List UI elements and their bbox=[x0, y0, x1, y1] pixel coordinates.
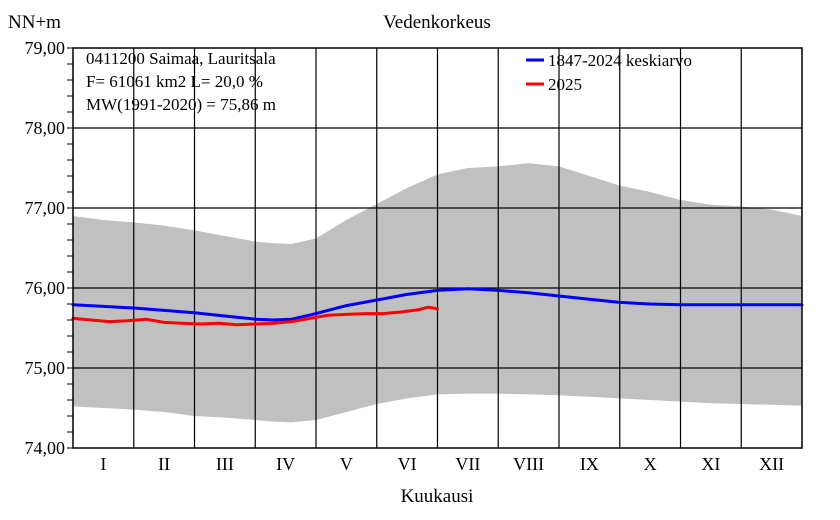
month-labels: I II III IV V VI VII VIII IX X XI XII bbox=[100, 454, 784, 474]
info-station: 0411200 Saimaa, Lauritsala bbox=[86, 49, 276, 68]
y-tick-label: 74,00 bbox=[25, 438, 66, 458]
month-label: VII bbox=[455, 454, 480, 474]
month-label: X bbox=[644, 454, 657, 474]
month-label: VI bbox=[398, 454, 417, 474]
month-label: XII bbox=[759, 454, 784, 474]
grid-layer bbox=[67, 47, 802, 449]
legend-label-2025: 2025 bbox=[548, 75, 582, 94]
y-tick-label: 79,00 bbox=[25, 38, 66, 58]
month-label: II bbox=[158, 454, 170, 474]
info-mean: MW(1991-2020) = 75,86 m bbox=[86, 95, 276, 114]
month-label: IV bbox=[276, 454, 295, 474]
series-layer bbox=[71, 287, 804, 327]
month-label: XI bbox=[701, 454, 720, 474]
plot-frame-layer bbox=[72, 47, 803, 449]
series-line-2025 bbox=[71, 305, 439, 327]
month-label: VIII bbox=[513, 454, 544, 474]
month-label: V bbox=[340, 454, 353, 474]
y-tick-label: 78,00 bbox=[25, 118, 66, 138]
y-tick-labels: 74,00 75,00 76,00 77,00 78,00 79,00 bbox=[25, 38, 66, 458]
chart-title: Vedenkorkeus bbox=[383, 12, 491, 33]
info-box: 0411200 Saimaa, Lauritsala F= 61061 km2 … bbox=[86, 49, 276, 114]
y-axis-label: NN+m bbox=[8, 12, 61, 33]
month-label: III bbox=[216, 454, 234, 474]
y-tick-label: 75,00 bbox=[25, 358, 66, 378]
info-area: F= 61061 km2 L= 20,0 % bbox=[86, 72, 263, 91]
series-line-mean bbox=[71, 287, 804, 322]
month-label: IX bbox=[580, 454, 599, 474]
legend-label-mean: 1847-2024 keskiarvo bbox=[548, 51, 692, 70]
y-tick-label: 77,00 bbox=[25, 198, 66, 218]
y-tick-label: 76,00 bbox=[25, 278, 66, 298]
legend: 1847-2024 keskiarvo 2025 bbox=[526, 51, 692, 94]
plot-frame bbox=[72, 47, 803, 449]
x-axis-label: Kuukausi bbox=[401, 486, 474, 507]
month-label: I bbox=[100, 454, 106, 474]
